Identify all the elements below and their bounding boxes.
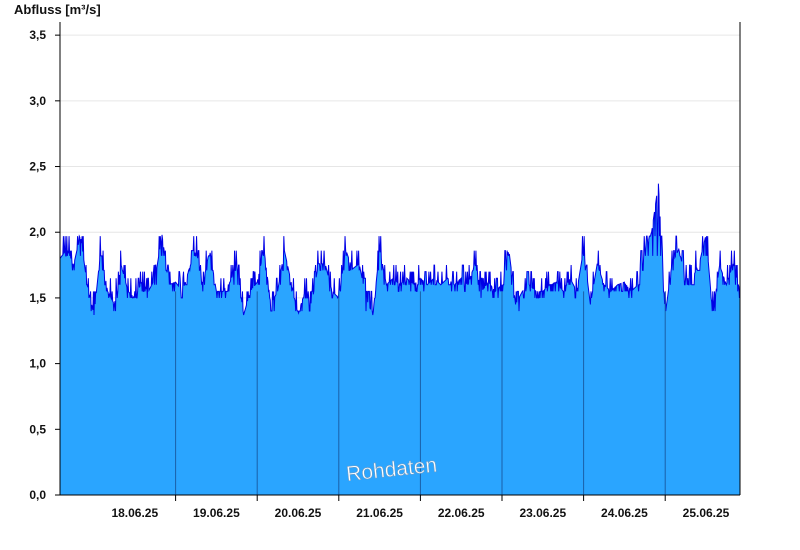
y-tick-label: 0,5	[29, 422, 46, 436]
x-tick-label: 22.06.25	[438, 506, 485, 520]
y-tick-label: 0,0	[29, 488, 46, 502]
x-tick-label: 19.06.25	[193, 506, 240, 520]
discharge-area	[60, 183, 740, 496]
y-tick-label: 1,0	[29, 357, 46, 371]
x-tick-labels: 18.06.25 19.06.25 20.06.25 21.06.25 22.06.25…	[111, 506, 729, 520]
y-axis-label: Abfluss [m³/s]	[14, 2, 101, 17]
y-tick-label: 2,5	[29, 160, 46, 174]
x-tick-label: 20.06.25	[275, 506, 322, 520]
y-tick-labels: 0,0 0,5 1,0 1,5 2,0 2,5 3,0 3,5	[29, 28, 46, 502]
y-tick-label: 1,5	[29, 291, 46, 305]
x-tick-label: 24.06.25	[601, 506, 648, 520]
x-tick-label: 18.06.25	[111, 506, 158, 520]
axes	[55, 22, 741, 501]
y-tick-label: 2,0	[29, 225, 46, 239]
x-tick-label: 21.06.25	[356, 506, 403, 520]
day-boundary-lines	[175, 291, 666, 495]
y-tick-label: 3,5	[29, 28, 46, 42]
x-tick-label: 25.06.25	[683, 506, 730, 520]
y-tick-label: 3,0	[29, 94, 46, 108]
x-tick-label: 23.06.25	[519, 506, 566, 520]
discharge-series	[59, 183, 741, 496]
discharge-line	[59, 183, 741, 316]
